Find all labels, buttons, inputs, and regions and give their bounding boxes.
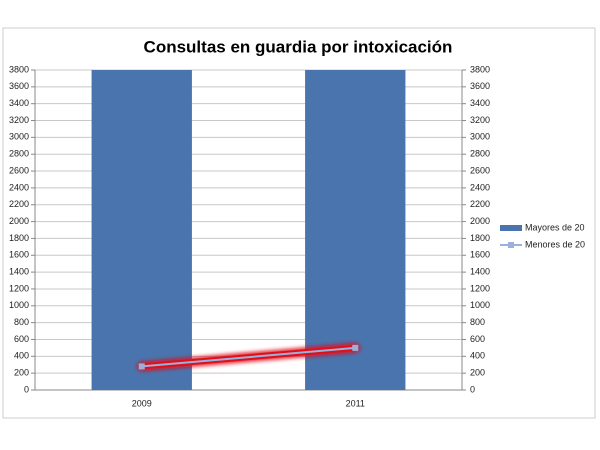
y2-tick-label: 3000 xyxy=(470,132,490,142)
y-tick-label: 3400 xyxy=(9,98,29,108)
chart-title: Consultas en guardia por intoxicación xyxy=(144,37,453,56)
y-tick-label: 2400 xyxy=(9,182,29,192)
y2-tick-label: 1200 xyxy=(470,283,490,293)
line xyxy=(141,346,356,368)
y-tick-label: 2000 xyxy=(9,216,29,226)
y-tick-label: 0 xyxy=(24,384,29,394)
y-tick-label: 1400 xyxy=(9,266,29,276)
x-tick-label: 2011 xyxy=(346,398,365,408)
line-marker xyxy=(352,344,359,351)
y-tick-label: 600 xyxy=(14,334,29,344)
y-tick-label: 1000 xyxy=(9,300,29,310)
y2-tick-label: 2800 xyxy=(470,149,490,159)
y2-tick-label: 3400 xyxy=(470,98,490,108)
x-tick-label: 2009 xyxy=(132,398,152,408)
y-tick-label: 2800 xyxy=(9,149,29,159)
y2-tick-label: 0 xyxy=(470,384,475,394)
y2-tick-label: 800 xyxy=(470,317,485,327)
y-tick-label: 3800 xyxy=(9,64,29,74)
y2-tick-label: 600 xyxy=(470,334,485,344)
y2-tick-label: 200 xyxy=(470,368,485,378)
y2-tick-label: 1600 xyxy=(470,250,490,260)
y-tick-label: 3000 xyxy=(9,132,29,142)
y2-tick-label: 3800 xyxy=(470,64,490,74)
legend-swatch xyxy=(508,242,514,248)
y2-tick-label: 2600 xyxy=(470,165,490,175)
y-tick-label: 3600 xyxy=(9,81,29,91)
legend-swatch xyxy=(500,225,522,231)
y2-tick-label: 3200 xyxy=(470,115,490,125)
line-marker xyxy=(138,363,145,370)
y-tick-label: 400 xyxy=(14,351,29,361)
y2-tick-label: 3600 xyxy=(470,81,490,91)
bar xyxy=(305,70,406,390)
y-tick-label: 200 xyxy=(14,368,29,378)
y2-tick-label: 1000 xyxy=(470,300,490,310)
y-tick-label: 1200 xyxy=(9,283,29,293)
y2-tick-label: 2000 xyxy=(470,216,490,226)
y2-tick-label: 1400 xyxy=(470,266,490,276)
y-tick-label: 800 xyxy=(14,317,29,327)
y-tick-label: 1800 xyxy=(9,233,29,243)
legend-label: Menores de 20 xyxy=(525,239,585,249)
y-tick-label: 2200 xyxy=(9,199,29,209)
y2-tick-label: 1800 xyxy=(470,233,490,243)
y2-tick-label: 2200 xyxy=(470,199,490,209)
y2-tick-label: 400 xyxy=(470,351,485,361)
y-tick-label: 3200 xyxy=(9,115,29,125)
y-tick-label: 1600 xyxy=(9,250,29,260)
bar xyxy=(91,70,192,390)
y2-tick-label: 2400 xyxy=(470,182,490,192)
y-tick-label: 2600 xyxy=(9,165,29,175)
legend-label: Mayores de 20 xyxy=(525,222,585,232)
